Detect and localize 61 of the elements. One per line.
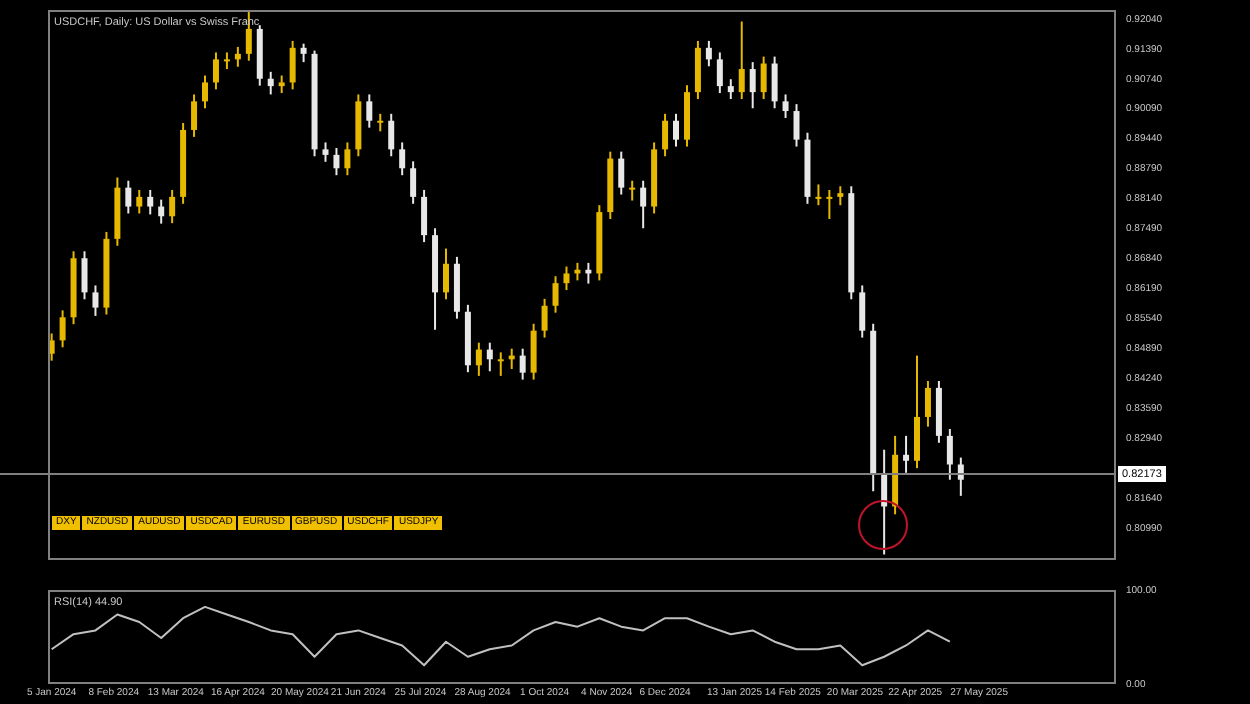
candlestick (727, 78, 734, 101)
candlestick (749, 61, 756, 110)
candlestick (673, 112, 680, 148)
candlestick (322, 141, 329, 163)
candlestick (760, 55, 767, 101)
candlestick (366, 93, 373, 129)
candlestick (344, 141, 351, 177)
candlestick (771, 55, 778, 110)
candlestick (935, 379, 942, 444)
candlestick (946, 427, 953, 481)
candlestick (410, 160, 417, 205)
candlestick (793, 103, 800, 148)
candlestick (738, 20, 745, 101)
candlestick (519, 347, 526, 381)
candlestick (683, 84, 690, 148)
candlestick (333, 146, 340, 177)
candlestick (442, 247, 449, 301)
candlestick (191, 93, 198, 138)
candlestick (212, 51, 219, 91)
candlestick (640, 179, 647, 230)
candlestick (81, 250, 88, 301)
candlestick (125, 179, 132, 215)
candlestick (618, 150, 625, 196)
candlestick (234, 45, 241, 68)
candlestick (924, 379, 931, 428)
candlestick (399, 141, 406, 177)
candlestick (914, 354, 921, 470)
candlestick (859, 284, 866, 339)
candlestick (826, 188, 833, 221)
candlestick (837, 185, 844, 207)
candlestick (497, 351, 504, 377)
candlestick (903, 434, 910, 474)
candlestick (169, 188, 176, 225)
candlestick (453, 255, 460, 320)
candlestick (563, 265, 570, 292)
candlestick (223, 51, 230, 71)
candlestick (92, 284, 99, 317)
candlestick (662, 112, 669, 158)
candlestick (59, 309, 66, 349)
candlestick (629, 179, 636, 202)
candlestick (355, 93, 362, 158)
candlestick (694, 39, 701, 101)
candlestick (705, 39, 712, 68)
candlestick (289, 39, 296, 91)
candlestick (716, 51, 723, 95)
candlestick (158, 198, 165, 225)
candlestick (202, 74, 209, 110)
candlestick (815, 183, 822, 207)
candlestick (552, 275, 559, 314)
candlestick (388, 112, 395, 158)
candlestick (475, 341, 482, 377)
candlestick (782, 93, 789, 119)
candlestick (300, 42, 307, 64)
candlestick (541, 297, 548, 339)
candlestick (957, 456, 964, 497)
candlestick (421, 188, 428, 244)
candlestick (267, 70, 274, 96)
candlestick (530, 322, 537, 381)
candlestick (136, 188, 143, 215)
candlestick (147, 188, 154, 216)
candlestick (486, 341, 493, 373)
